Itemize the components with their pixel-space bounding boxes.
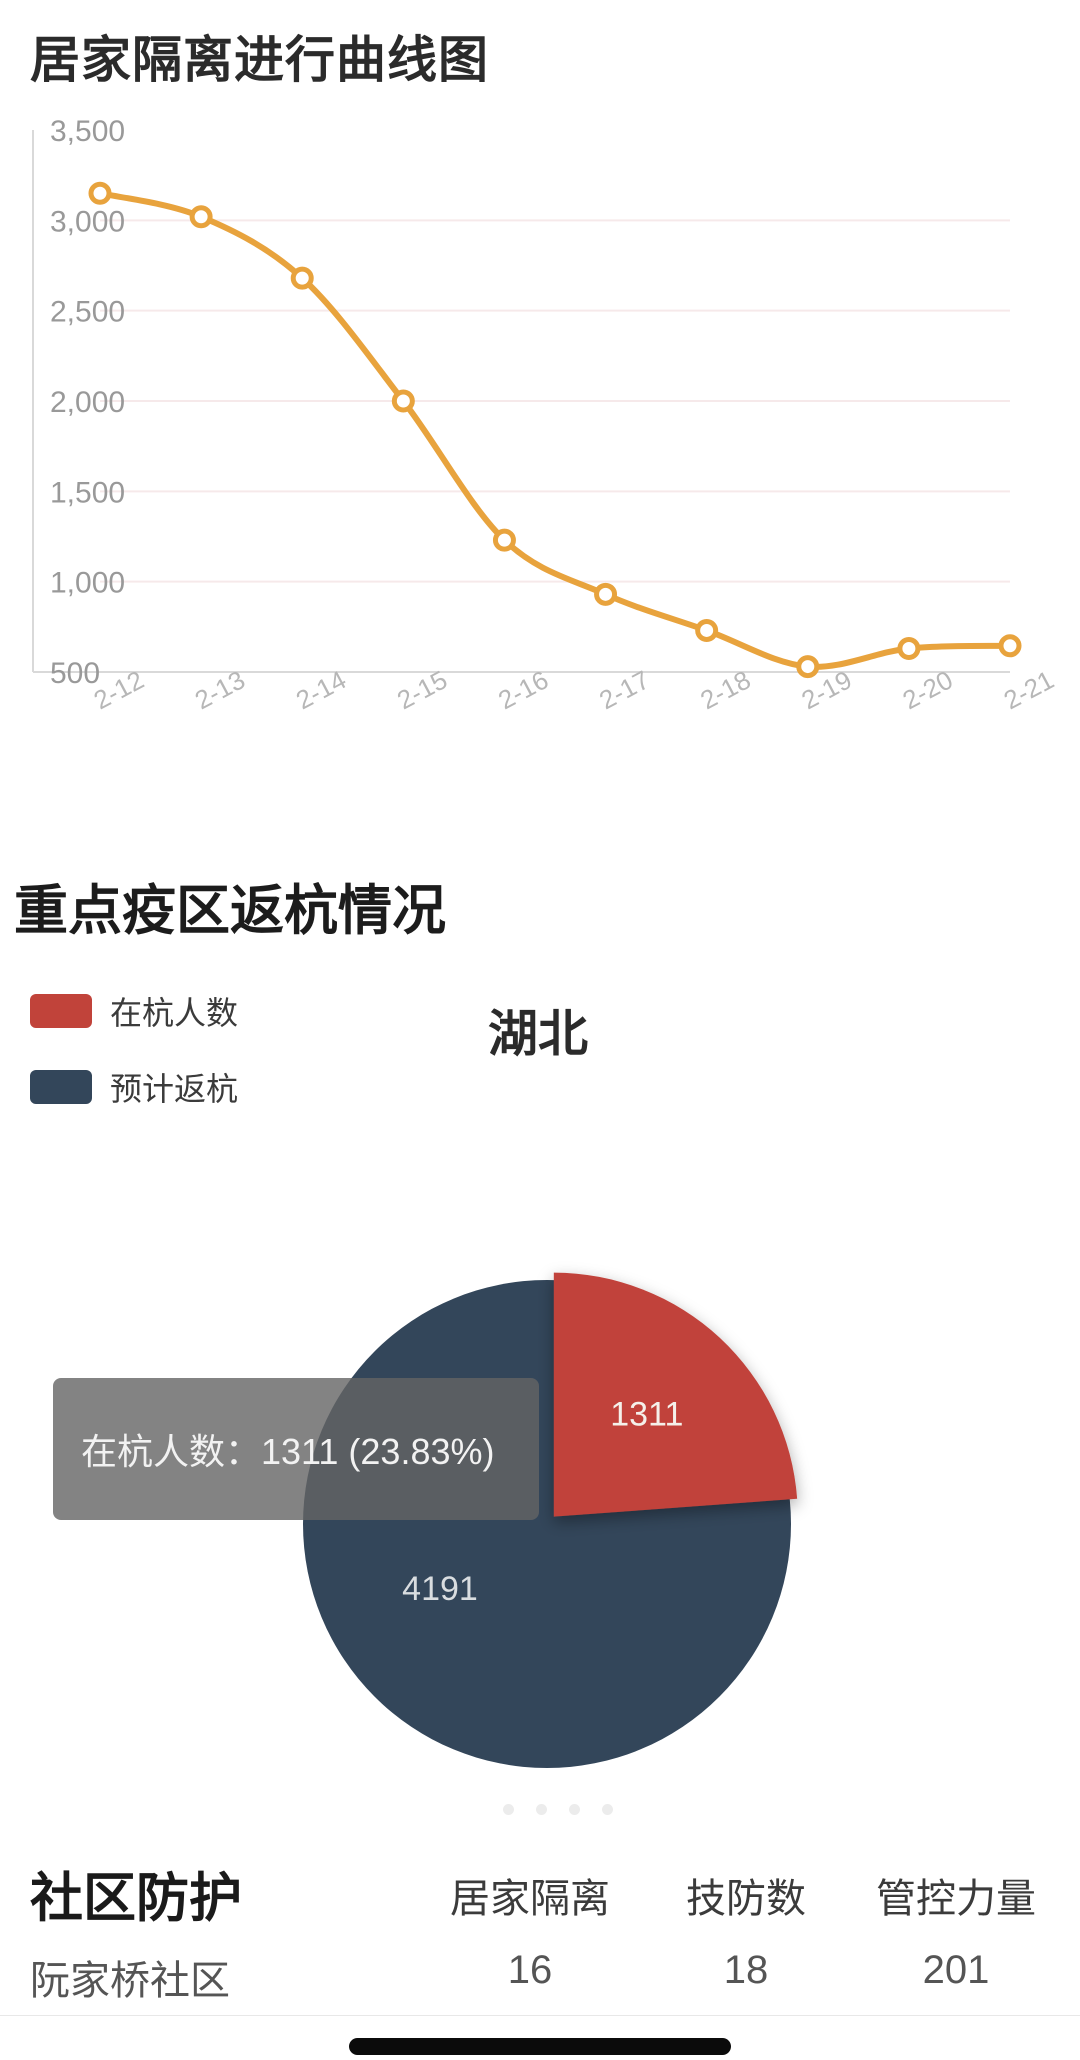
svg-text:3,500: 3,500 (50, 115, 125, 148)
svg-text:4191: 4191 (402, 1570, 478, 1608)
svg-text:500: 500 (50, 657, 100, 690)
svg-text:3,000: 3,000 (50, 205, 125, 238)
svg-text:2,000: 2,000 (50, 386, 125, 419)
svg-text:2,500: 2,500 (50, 296, 125, 329)
svg-text:1,000: 1,000 (50, 567, 125, 600)
svg-text:1311: 1311 (610, 1396, 683, 1434)
svg-text:1,500: 1,500 (50, 476, 125, 509)
